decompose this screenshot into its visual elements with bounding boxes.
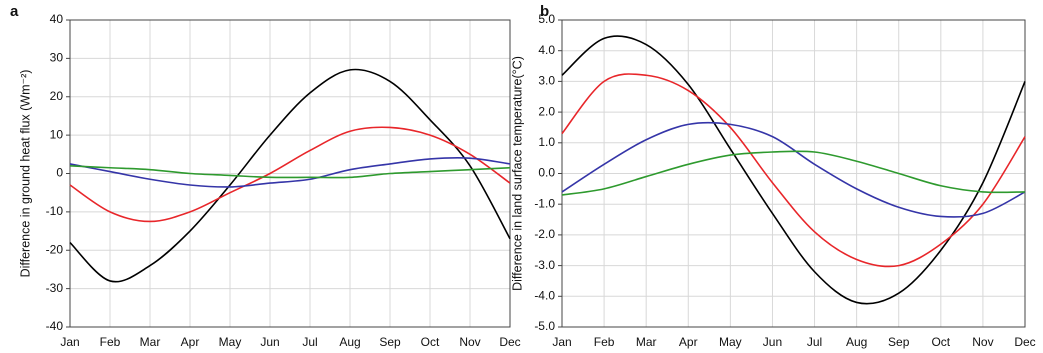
panel-label: a — [10, 3, 19, 20]
x-tick-label: Aug — [846, 335, 867, 349]
x-tick-label: Mar — [140, 335, 161, 349]
y-tick-label: -2.0 — [534, 227, 555, 241]
y-tick-label: 0.0 — [538, 166, 555, 180]
y-tick-label: 0 — [56, 166, 63, 180]
y-tick-label: -30 — [46, 281, 64, 295]
y-tick-label: 3.0 — [538, 74, 555, 88]
x-tick-label: Apr — [679, 335, 698, 349]
y-tick-label: -10 — [46, 204, 64, 218]
x-tick-label: Nov — [459, 335, 480, 349]
x-tick-label: Apr — [181, 335, 200, 349]
x-tick-label: Jan — [60, 335, 79, 349]
y-tick-label: 4.0 — [538, 43, 555, 57]
series-line — [561, 35, 1026, 305]
x-tick-label: Feb — [100, 335, 121, 349]
plot-frame — [69, 19, 511, 328]
series-line — [69, 68, 511, 283]
x-tick-label: Oct — [421, 335, 440, 349]
y-tick-label: -4.0 — [534, 288, 555, 302]
y-tick-label: -3.0 — [534, 258, 555, 272]
x-tick-label: Mar — [636, 335, 657, 349]
series-line — [561, 121, 1026, 218]
y-axis-label: Difference in land surface temperature(°… — [510, 56, 524, 291]
plot-frame — [561, 19, 1026, 328]
x-tick-label: Dec — [499, 335, 520, 349]
series-line — [69, 156, 511, 188]
y-tick-label: -1.0 — [534, 196, 555, 210]
y-tick-label: 1.0 — [538, 135, 555, 149]
y-tick-label: -5.0 — [534, 319, 555, 333]
x-tick-label: Nov — [972, 335, 993, 349]
x-tick-label: Dec — [1014, 335, 1035, 349]
x-tick-label: Aug — [339, 335, 360, 349]
panel-label: b — [540, 3, 549, 20]
x-tick-label: Jan — [552, 335, 571, 349]
y-tick-label: 5.0 — [538, 12, 555, 26]
y-axis-label: Difference in ground heat flux (Wm⁻²) — [18, 70, 32, 278]
x-tick-label: Jul — [807, 335, 822, 349]
y-tick-label: 30 — [50, 51, 64, 65]
y-tick-label: 40 — [50, 12, 64, 26]
x-tick-label: Oct — [931, 335, 950, 349]
x-tick-label: Jun — [763, 335, 782, 349]
series-line — [69, 126, 511, 223]
x-tick-label: Sep — [888, 335, 910, 349]
x-tick-label: Jul — [302, 335, 317, 349]
x-tick-label: May — [219, 335, 242, 349]
series-line — [561, 150, 1026, 196]
x-tick-label: May — [719, 335, 742, 349]
x-tick-label: Feb — [594, 335, 615, 349]
series-line — [69, 165, 511, 179]
x-tick-label: Jun — [260, 335, 279, 349]
y-tick-label: -20 — [46, 242, 64, 256]
y-tick-label: 2.0 — [538, 104, 555, 118]
y-tick-label: 20 — [50, 89, 64, 103]
y-tick-label: 10 — [50, 127, 64, 141]
series-line — [561, 73, 1026, 268]
y-tick-label: -40 — [46, 319, 64, 333]
x-tick-label: Sep — [379, 335, 401, 349]
